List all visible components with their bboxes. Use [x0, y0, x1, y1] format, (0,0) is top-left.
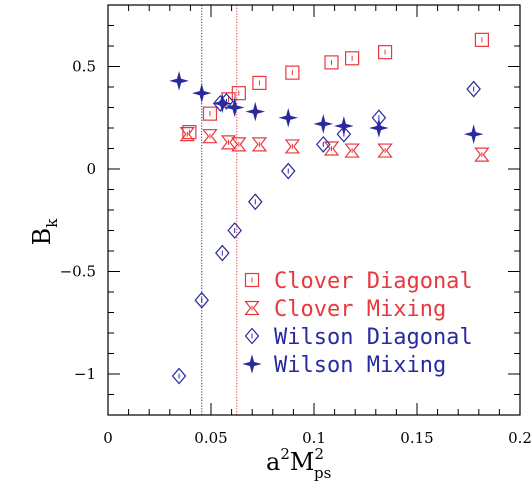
x-tick-label: 0.1	[302, 429, 326, 447]
clover-mixing-point	[377, 143, 393, 158]
legend-marker-wilson-diagonal	[244, 327, 260, 345]
legend-label-wilson-mixing: Wilson Mixing	[274, 353, 446, 378]
wilson-diagonal-point	[194, 291, 210, 309]
wilson-mixing-point	[278, 107, 299, 128]
x-tick-label: 0.15	[400, 429, 433, 447]
x-tick-labels: 0 0.05 0.1 0.15 0.2	[103, 429, 531, 447]
x-axis-label: a2M2 ps	[266, 445, 331, 482]
y-tick-label: 0.5	[72, 58, 96, 76]
y-tick-label: 0	[86, 160, 96, 178]
wilson-diagonal-point	[280, 162, 296, 180]
legend-label-clover-diagonal: Clover Diagonal	[274, 269, 473, 294]
wilson-mixing-point	[224, 97, 245, 118]
clover-diagonal-point	[324, 55, 339, 70]
axis-ticks	[107, 4, 521, 416]
wilson-diagonal-point	[247, 193, 263, 211]
wilson-mixing-point	[169, 71, 189, 91]
legend-marker-clover-mixing	[244, 300, 260, 316]
wilson-mixing-point	[334, 116, 354, 136]
clover-mixing-point	[231, 137, 247, 152]
clover-mixing-point	[179, 127, 196, 142]
clover-mixing-point	[251, 137, 268, 152]
clover-diagonal-point	[252, 75, 267, 91]
clover-diagonal-point	[231, 86, 246, 101]
wilson-diagonal-point	[215, 244, 230, 262]
y-tick-label: −1	[74, 365, 96, 383]
wilson-mixing-point	[313, 114, 334, 134]
wilson-mixing-point	[191, 83, 212, 103]
reference-lines	[201, 5, 238, 415]
clover-diagonal-point	[345, 51, 360, 66]
x-tick-label: 0	[103, 429, 113, 447]
clover-mixing-point	[202, 129, 218, 144]
wilson-diagonal-point	[227, 222, 242, 239]
clover-diagonal-point	[285, 65, 300, 80]
x-tick-label: 0.05	[194, 429, 227, 447]
data-points	[169, 32, 490, 385]
y-tick-label: −0.5	[60, 263, 96, 281]
clover-diagonal-point	[202, 106, 218, 121]
legend-label-wilson-diagonal: Wilson Diagonal	[274, 325, 473, 350]
y-tick-labels: −1 −0.5 0 0.5	[60, 58, 96, 384]
clover-diagonal-point	[377, 45, 393, 60]
wilson-diagonal-point	[466, 80, 481, 98]
legend-marker-clover-diagonal	[244, 272, 260, 288]
legend-marker-wilson-mixing	[242, 354, 262, 374]
wilson-mixing-point	[245, 101, 266, 122]
wilson-mixing-point	[212, 93, 233, 114]
wilson-mixing-point	[463, 124, 484, 144]
clover-diagonal-point	[474, 32, 489, 47]
wilson-diagonal-point	[315, 135, 331, 153]
wilson-mixing-point	[369, 118, 389, 138]
legend-label-clover-mixing: Clover Mixing	[274, 297, 446, 322]
wilson-diagonal-point	[171, 367, 187, 385]
clover-mixing-point	[344, 143, 360, 158]
clover-mixing-point	[220, 135, 237, 150]
clover-mixing-point	[323, 141, 340, 156]
y-axis-label: Bk	[28, 218, 61, 246]
legend: Clover Diagonal Clover Mixing Wilson Diago…	[242, 269, 473, 378]
clover-mixing-point	[284, 139, 301, 154]
clover-mixing-point	[474, 147, 490, 162]
x-tick-label: 0.2	[508, 429, 531, 447]
